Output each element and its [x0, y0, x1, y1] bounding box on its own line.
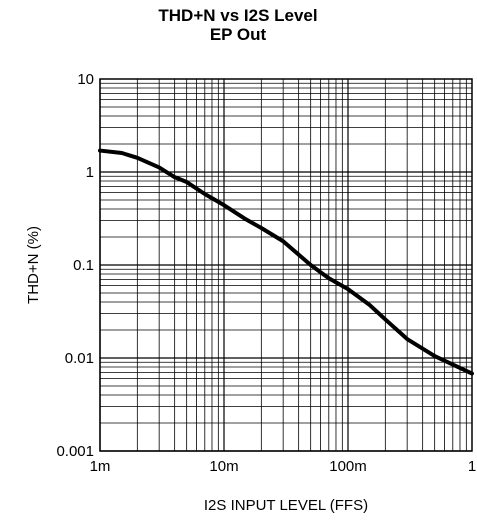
y-axis-ticks: 0.001 0.01 0.1 1 10: [56, 71, 94, 460]
y-tick-label: 1: [86, 164, 94, 181]
series-line: [98, 148, 474, 376]
y-tick-label: 0.01: [65, 350, 94, 367]
y-tick-label: 0.001: [56, 443, 94, 460]
chart-title: THD+N vs I2S Level: [158, 6, 317, 25]
y-tick-label: 10: [77, 71, 94, 88]
y-tick-label: 0.1: [73, 257, 94, 274]
chart-subtitle: EP Out: [210, 25, 267, 44]
plot-frame: [99, 78, 473, 452]
y-axis-label: THD+N (%): [25, 226, 42, 304]
x-tick-label: 1: [468, 458, 476, 475]
x-tick-label: 1m: [90, 458, 111, 475]
x-tick-label: 10m: [209, 458, 238, 475]
x-axis-label: I2S INPUT LEVEL (FFS): [204, 497, 368, 514]
series-group: [98, 148, 474, 376]
x-axis-ticks: 1m 10m 100m 1: [90, 458, 477, 475]
x-tick-label: 100m: [329, 458, 367, 475]
